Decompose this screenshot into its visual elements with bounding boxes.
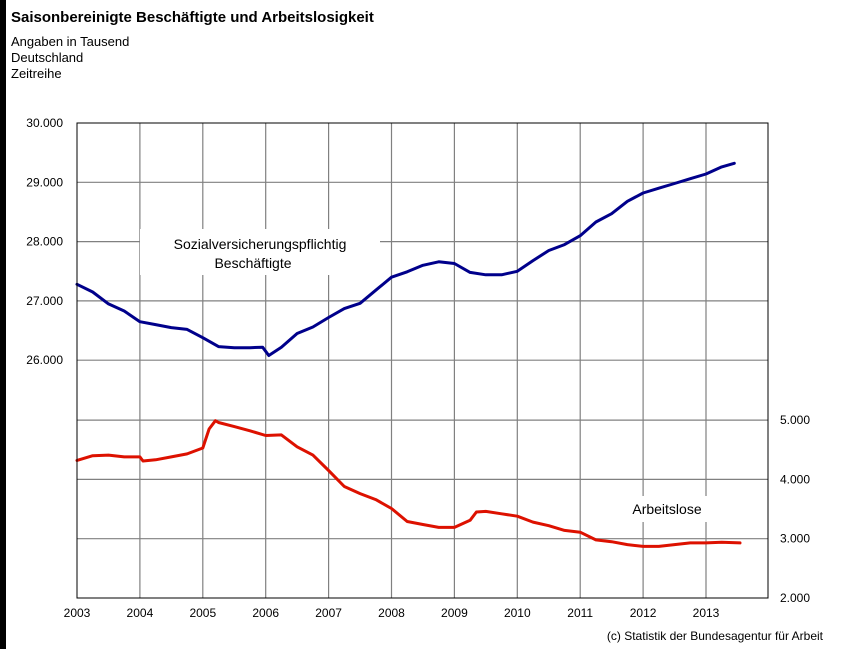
series-label-employed: Sozialversicherungspflichtig xyxy=(174,236,347,252)
x-tick: 2007 xyxy=(315,606,342,620)
gridlines xyxy=(77,123,768,598)
chart-title: Saisonbereinigte Beschäftigte und Arbeit… xyxy=(11,9,374,26)
y-left-tick: 28.000 xyxy=(26,235,63,249)
subtitle-type: Zeitreihe xyxy=(11,66,62,81)
y-right-tick: 4.000 xyxy=(780,472,810,486)
label-box-employed xyxy=(140,229,380,275)
employed-line xyxy=(75,161,736,357)
x-tick: 2010 xyxy=(504,606,531,620)
y-right-tick: 2.000 xyxy=(780,591,810,605)
y-right-tick: 5.000 xyxy=(780,413,810,427)
y-left-tick: 29.000 xyxy=(26,175,63,189)
plot-frame xyxy=(76,122,769,599)
left-border xyxy=(0,0,6,649)
y-left-tick: 26.000 xyxy=(26,353,63,367)
y-left-tick: 27.000 xyxy=(26,294,63,308)
x-tick: 2006 xyxy=(252,606,279,620)
x-tick: 2012 xyxy=(630,606,657,620)
subtitle-unit: Angaben in Tausend xyxy=(11,34,130,49)
y-right-tick: 3.000 xyxy=(780,532,810,546)
x-tick: 2003 xyxy=(64,606,91,620)
x-tick: 2013 xyxy=(693,606,720,620)
unemployed-line xyxy=(75,419,742,548)
series-label-employed-2: Beschäftigte xyxy=(214,255,291,271)
source-credit: (c) Statistik der Bundesagentur für Arbe… xyxy=(606,629,823,643)
x-tick: 2004 xyxy=(127,606,154,620)
x-tick: 2009 xyxy=(441,606,468,620)
subtitle-region: Deutschland xyxy=(11,50,84,65)
x-tick: 2005 xyxy=(189,606,216,620)
label-box-unemployed xyxy=(612,496,708,522)
x-tick: 2011 xyxy=(567,606,593,620)
series-lines xyxy=(75,161,742,548)
series-label-boxes: Sozialversicherungspflichtig Beschäftigte… xyxy=(140,229,708,522)
x-tick: 2008 xyxy=(378,606,405,620)
y-left-tick: 30.000 xyxy=(26,116,63,130)
series-label-unemployed: Arbeitslose xyxy=(632,501,701,517)
axis-ticks: 30.000 29.000 28.000 27.000 26.000 5.000 4.000… xyxy=(26,116,810,620)
